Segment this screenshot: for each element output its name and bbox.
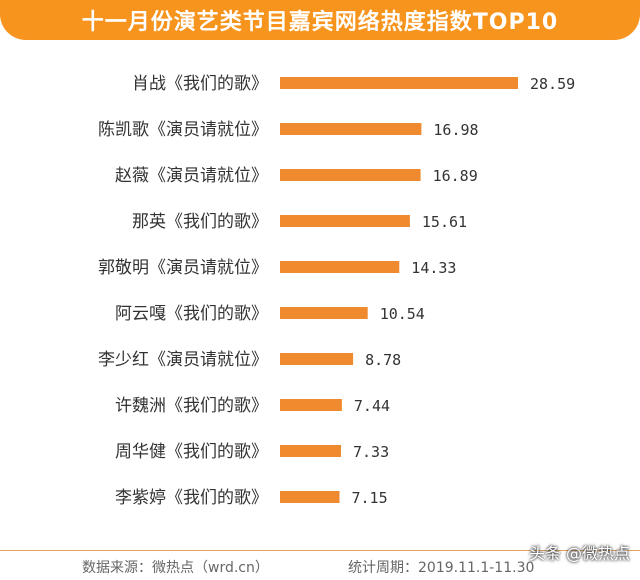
category-label: 那英《我们的歌》	[132, 212, 268, 232]
bar	[280, 353, 354, 365]
bar	[280, 261, 400, 273]
value-label: 15.61	[422, 213, 467, 231]
footer: 数据来源：微热点（wrd.cn） 统计周期：2019.11.1-11.30	[0, 552, 640, 580]
value-label: 14.33	[411, 259, 456, 277]
watermark: 头条 @微热点	[528, 544, 630, 563]
category-label: 赵薇《演员请就位》	[115, 166, 268, 186]
bar	[280, 491, 340, 503]
bar	[280, 399, 342, 411]
category-label: 李少红《演员请就位》	[98, 350, 268, 370]
value-label: 16.98	[433, 121, 478, 139]
bar	[280, 77, 518, 89]
category-label: 郭敬明《演员请就位》	[98, 258, 268, 278]
data-source: 数据来源：微热点（wrd.cn）	[82, 560, 269, 576]
title-banner: 十一月份演艺类节目嘉宾网络热度指数TOP10	[0, 0, 640, 40]
chart-title: 十一月份演艺类节目嘉宾网络热度指数TOP10	[81, 10, 559, 35]
category-label: 肖战《我们的歌》	[132, 74, 268, 94]
bar	[280, 445, 341, 457]
category-label: 陈凯歌《演员请就位》	[98, 120, 268, 140]
bar-chart: 肖战《我们的歌》陈凯歌《演员请就位》赵薇《演员请就位》那英《我们的歌》郭敬明《演…	[98, 74, 575, 508]
category-label: 阿云嘎《我们的歌》	[115, 304, 268, 324]
bar	[280, 123, 422, 135]
bar	[280, 307, 368, 319]
bar	[280, 169, 421, 181]
value-label: 16.89	[433, 167, 478, 185]
stat-period: 统计周期：2019.11.1-11.30	[348, 560, 535, 576]
footer-divider	[0, 550, 640, 551]
category-label: 李紫婷《我们的歌》	[115, 488, 268, 508]
value-label: 7.33	[353, 443, 389, 461]
bar	[280, 215, 410, 227]
value-label: 28.59	[530, 75, 575, 93]
value-label: 7.44	[354, 397, 390, 415]
value-label: 10.54	[380, 305, 425, 323]
category-label: 许魏洲《我们的歌》	[115, 396, 268, 416]
category-label: 周华健《我们的歌》	[115, 442, 268, 462]
value-label: 8.78	[365, 351, 401, 369]
value-label: 7.15	[352, 489, 388, 507]
